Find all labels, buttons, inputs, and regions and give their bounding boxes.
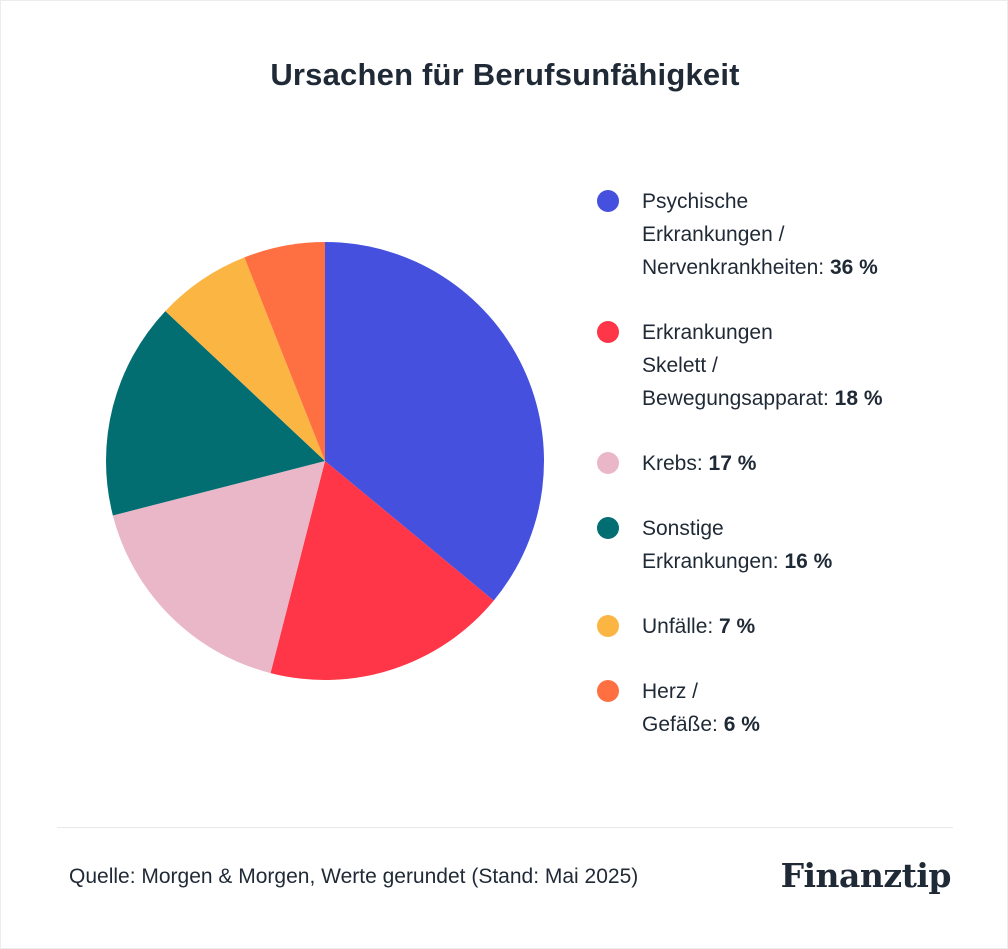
legend-label: Psychische Erkrankungen / Nervenkrankheite… <box>642 185 962 284</box>
legend-label-line: Erkrankungen: <box>642 550 779 573</box>
finanztip-logo: Finanztip <box>780 856 952 895</box>
legend-value: 7 % <box>719 615 756 638</box>
legend-label: Herz / Gefäße: 6 % <box>642 675 962 741</box>
legend-label: Sonstige Erkrankungen: 16 % <box>642 512 962 578</box>
legend-label: Erkrankungen Skelett / Bewegungsapparat: 1… <box>642 316 962 415</box>
pie-slice <box>270 461 494 680</box>
pie-slice <box>244 242 325 461</box>
legend-label-line: Gefäße: <box>642 713 718 736</box>
legend-label-line: Psychische <box>642 190 749 213</box>
legend-swatch <box>597 321 619 343</box>
legend-label: Unfälle: 7 % <box>642 610 962 643</box>
legend-swatch <box>597 615 619 637</box>
legend-value: 6 % <box>723 713 760 736</box>
legend-swatch <box>597 517 619 539</box>
legend-label-line: Sonstige <box>642 517 724 540</box>
legend-label: Krebs: 17 % <box>642 447 962 480</box>
legend-swatch <box>597 190 619 212</box>
legend-swatch <box>597 452 619 474</box>
legend-label-line: Unfälle: <box>642 615 714 638</box>
pie-slice <box>112 461 325 674</box>
legend-value: 18 % <box>834 387 883 410</box>
footer-divider <box>57 827 953 828</box>
legend-label-line: Nervenkrankheiten: <box>642 256 825 279</box>
pie-slice <box>325 242 545 601</box>
pie-slice <box>165 257 325 461</box>
pie-chart <box>106 242 545 680</box>
pie-slice <box>106 311 326 516</box>
legend-label-line: Krebs: <box>642 452 703 475</box>
legend-swatch <box>597 680 619 702</box>
legend-label-line: Erkrankungen <box>642 321 773 344</box>
source-note: Quelle: Morgen & Morgen, Werte gerundet … <box>69 865 639 888</box>
legend-value: 17 % <box>708 452 757 475</box>
legend-label-line: Erkrankungen / <box>642 223 785 246</box>
legend-label-line: Herz / <box>642 680 699 703</box>
legend-label-line: Bewegungsapparat: <box>642 387 829 410</box>
legend-value: 36 % <box>829 256 878 279</box>
legend-label-line: Skelett / <box>642 354 718 377</box>
chart-title: Ursachen für Berufsunfähigkeit <box>270 57 740 92</box>
legend-value: 16 % <box>784 550 833 573</box>
